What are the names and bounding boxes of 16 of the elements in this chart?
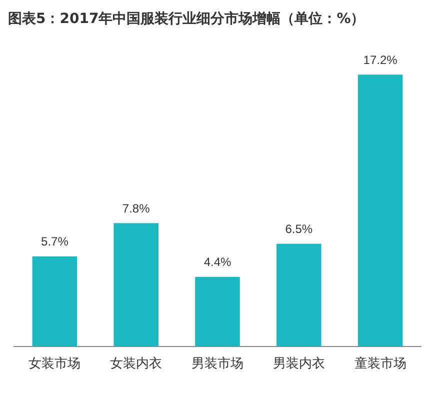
bar bbox=[114, 223, 158, 346]
bar bbox=[195, 276, 240, 346]
bar bbox=[276, 244, 322, 346]
x-tick-label: 女装内衣 bbox=[110, 356, 162, 372]
chart-title: 图表5：2017年中国服装行业细分市场增幅（单位：%） bbox=[8, 10, 366, 29]
bar bbox=[358, 74, 403, 346]
x-tick-label: 童装市场 bbox=[354, 356, 406, 372]
data-label: 5.7% bbox=[41, 234, 69, 249]
data-label: 7.8% bbox=[122, 201, 150, 216]
x-tick-label: 男装市场 bbox=[192, 356, 244, 372]
x-tick-label: 女装市场 bbox=[28, 356, 81, 372]
bar bbox=[32, 256, 78, 346]
data-label: 6.5% bbox=[285, 222, 313, 236]
data-label: 17.2% bbox=[363, 52, 398, 67]
x-tick-label: 男装内衣 bbox=[272, 356, 325, 372]
data-label: 4.4% bbox=[204, 255, 232, 270]
